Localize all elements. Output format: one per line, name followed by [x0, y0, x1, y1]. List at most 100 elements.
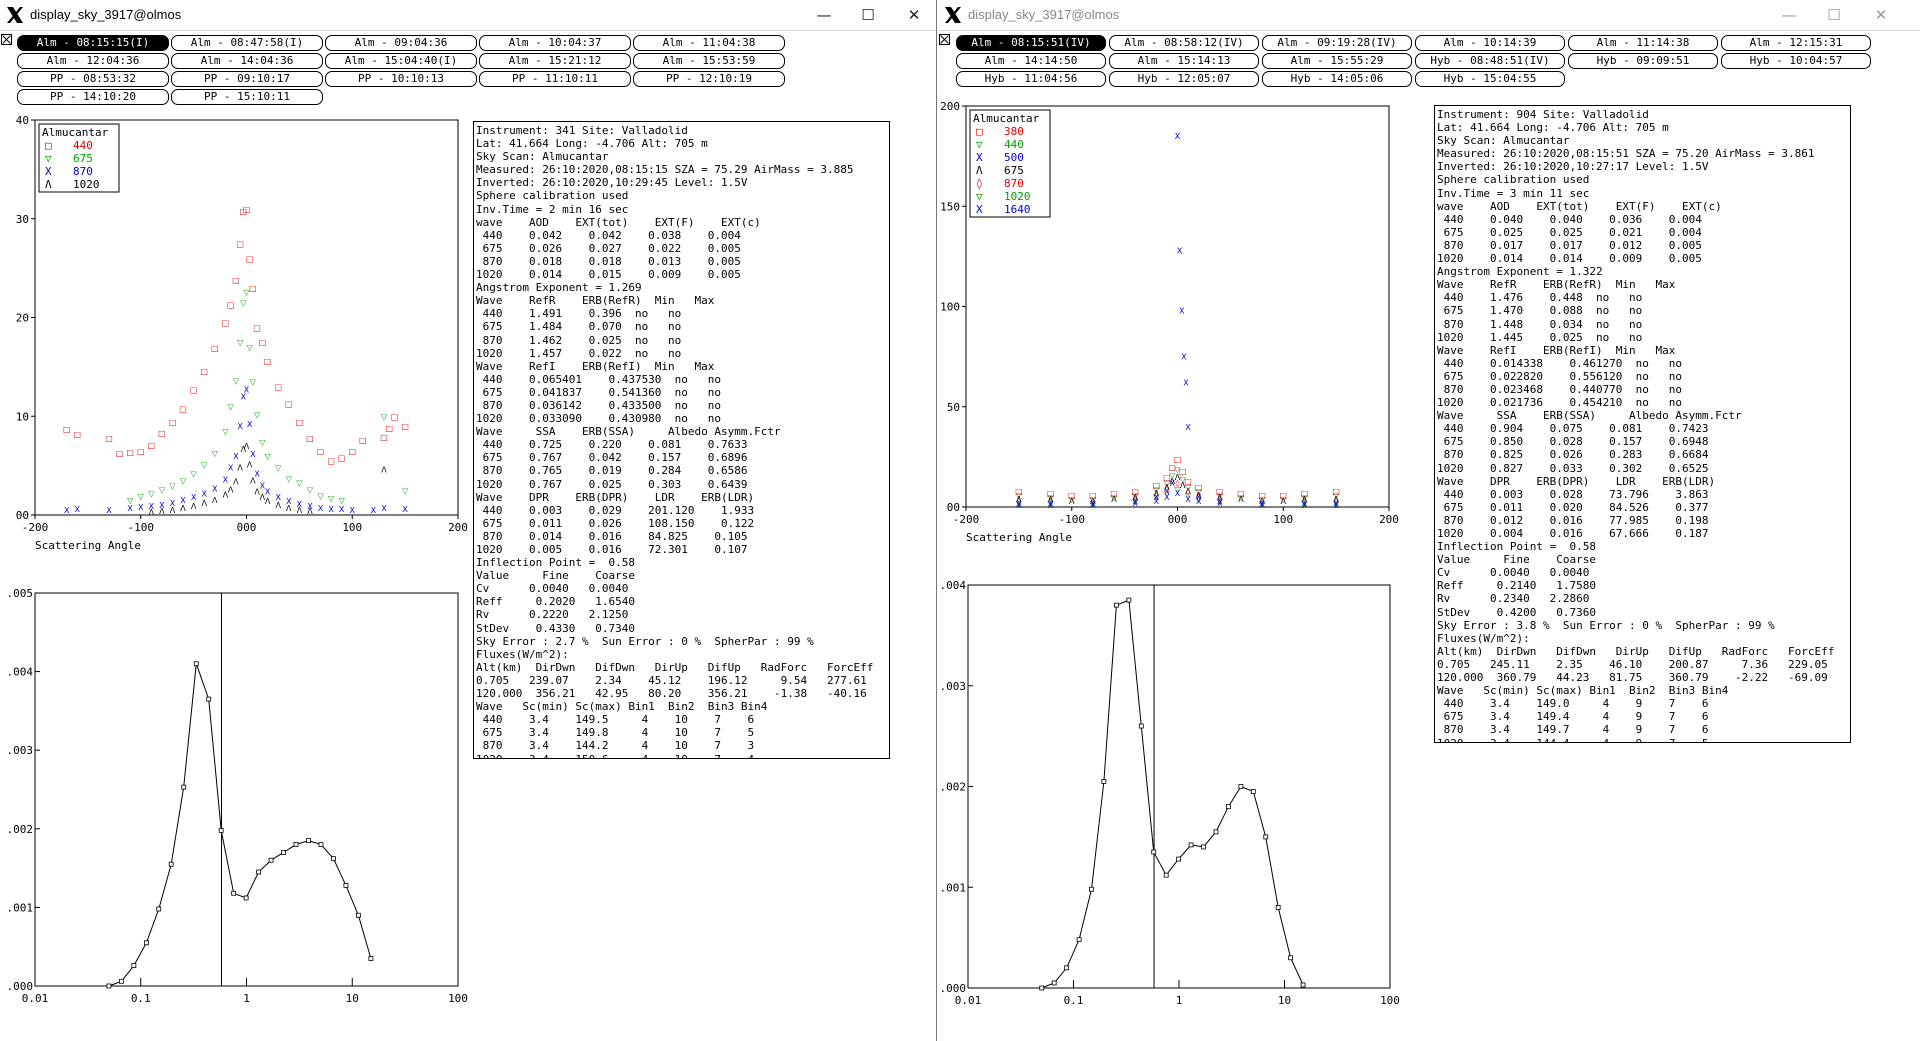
scan-button[interactable]: PP - 11:10:11: [479, 71, 631, 87]
data-point: X: [1164, 487, 1170, 496]
scan-button[interactable]: Alm - 08:58:12(IV): [1109, 35, 1259, 51]
data-point: □: [1168, 463, 1176, 472]
scan-list: Alm - 08:15:15(I) Alm - 08:47:58(I) Alm - …: [17, 35, 785, 105]
window-title: display_sky_3917@olmos: [30, 7, 182, 22]
right-titlebar[interactable]: display_sky_3917@olmos — ☐ ✕: [938, 0, 1920, 31]
scan-button[interactable]: Alm - 14:04:36: [171, 53, 323, 69]
data-point: Λ: [201, 499, 207, 508]
info-line: 0.705 245.11 2.35 46.10 200.87 7.36 229.…: [1437, 657, 1828, 671]
data-point: X: [339, 505, 345, 514]
scan-button[interactable]: Hyb - 14:05:06: [1262, 71, 1412, 87]
scan-button[interactable]: Hyb - 12:05:07: [1109, 71, 1259, 87]
info-line: 870 1.462 0.025 no no: [476, 333, 682, 347]
scan-button[interactable]: PP - 15:10:11: [171, 89, 323, 105]
info-line: Inverted: 26:10:2020,10:27:17 Level: 1.5…: [1437, 160, 1709, 174]
size-plot-svg: 0.01 0.1 1 10 100 .004 .003 .002 .001 .000: [940, 579, 1400, 1007]
data-point: X: [1196, 497, 1202, 506]
scan-button[interactable]: Alm - 15:14:13: [1109, 53, 1259, 69]
data-point: X: [1217, 497, 1223, 506]
close-button[interactable]: ✕: [1874, 6, 1888, 24]
scan-button[interactable]: Hyb - 10:04:57: [1721, 53, 1871, 69]
data-point: Λ: [233, 477, 239, 486]
scan-button[interactable]: Alm - 10:14:39: [1415, 35, 1565, 51]
scan-button[interactable]: Alm - 09:19:28(IV): [1262, 35, 1412, 51]
data-point: ▽: [1217, 497, 1224, 506]
data-point: [193, 661, 199, 667]
x-tick-label: 200: [1379, 513, 1399, 526]
data-point: [306, 838, 311, 843]
close-icon[interactable]: [1, 34, 12, 45]
data-point: ▽: [159, 485, 166, 494]
info-line: Measured: 26:10:2020,08:15:51 SZA = 75.2…: [1437, 147, 1815, 161]
info-line: 440 0.003 0.028 73.796 3.863: [1437, 487, 1709, 501]
info-line: Wave DPR ERB(DPR) LDR ERB(LDR): [476, 490, 755, 504]
data-point: X: [170, 499, 176, 508]
data-point: ▽: [222, 427, 229, 436]
data-point: ▽: [127, 496, 134, 505]
scan-button[interactable]: Hyb - 15:04:55: [1415, 71, 1565, 87]
info-line: 870 0.825 0.026 0.283 0.6684: [1437, 448, 1709, 462]
scan-button[interactable]: Alm - 12:15:31: [1721, 35, 1871, 51]
scan-button[interactable]: PP - 10:10:13: [325, 71, 477, 87]
scan-button[interactable]: Alm - 10:04:37: [479, 35, 631, 51]
legend-symbol: X: [976, 203, 983, 216]
x-tick-label: -200: [22, 521, 49, 534]
info-line: Sky Error : 3.8 % Sun Error : 0 % SpherP…: [1437, 618, 1775, 632]
data-point: [131, 963, 137, 968]
minimize-button[interactable]: —: [816, 6, 832, 24]
maximize-button[interactable]: ☐: [861, 6, 875, 24]
info-line: Lat: 41.664 Long: -4.706 Alt: 705 m: [476, 137, 708, 151]
scan-button[interactable]: PP - 12:10:19: [633, 71, 785, 87]
data-point: [1288, 955, 1294, 961]
data-point: ▽: [1090, 499, 1097, 508]
data-point: X: [1302, 501, 1308, 510]
data-point: Λ: [260, 493, 266, 502]
maximize-button[interactable]: ☐: [1827, 6, 1841, 24]
scan-button[interactable]: PP - 08:53:32: [17, 71, 169, 87]
close-button[interactable]: ✕: [907, 6, 921, 24]
data-point: ▽: [265, 452, 272, 461]
data-point: Λ: [1169, 477, 1175, 486]
data-point: Λ: [1333, 495, 1339, 504]
info-line: 440 0.042 0.042 0.038 0.004: [476, 228, 741, 242]
scan-button[interactable]: PP - 09:10:17: [171, 71, 323, 87]
data-point: Λ: [237, 464, 243, 473]
scan-button[interactable]: Alm - 08:15:51(IV): [956, 35, 1106, 51]
scan-button[interactable]: Alm - 12:04:36: [17, 53, 169, 69]
info-line: Alt(km) DirDwn DifDwn DirUp DifUp RadFor…: [476, 660, 874, 674]
left-titlebar[interactable]: display_sky_3917@olmos — ☐ ✕: [0, 0, 936, 31]
x-tick-label: 0.1: [1064, 994, 1084, 1007]
scan-button[interactable]: Alm - 15:04:40(I): [325, 53, 477, 69]
x-tick-label: 1: [243, 992, 250, 1005]
scan-button[interactable]: Alm - 11:04:38: [633, 35, 785, 51]
x-tick-label: -100: [128, 521, 155, 534]
scan-button[interactable]: Alm - 15:21:12: [479, 53, 631, 69]
data-point: [1051, 980, 1057, 986]
data-point: □: [391, 412, 399, 421]
minimize-button[interactable]: —: [1781, 6, 1797, 24]
data-point: ▽: [237, 338, 244, 347]
scan-button[interactable]: Alm - 08:15:15(I): [17, 35, 169, 51]
scan-button[interactable]: Hyb - 08:48:51(IV): [1415, 53, 1565, 69]
scan-button[interactable]: Alm - 11:14:38: [1568, 35, 1718, 51]
scan-button[interactable]: Alm - 15:53:59: [633, 53, 785, 69]
data-point: □: [179, 404, 187, 413]
scan-button[interactable]: Hyb - 11:04:56: [956, 71, 1106, 87]
data-point: X: [1196, 493, 1202, 502]
legend-symbol: ▽: [976, 138, 983, 151]
y-tick-label: 200: [940, 100, 960, 113]
close-icon[interactable]: [939, 34, 950, 45]
info-line: Value Fine Coarse: [1437, 553, 1596, 567]
data-point: X: [241, 393, 247, 402]
data-point: ▽: [307, 485, 314, 494]
scan-button[interactable]: Alm - 09:04:36: [325, 35, 477, 51]
scan-button[interactable]: Hyb - 09:09:51: [1568, 53, 1718, 69]
scan-button[interactable]: Alm - 15:55:29: [1262, 53, 1412, 69]
scan-button[interactable]: PP - 14:10:20: [17, 89, 169, 105]
data-point: □: [259, 338, 267, 347]
scan-button[interactable]: Alm - 14:14:50: [956, 53, 1106, 69]
scan-button[interactable]: Alm - 08:47:58(I): [171, 35, 323, 51]
data-point: Λ: [307, 507, 313, 516]
data-point: X: [149, 502, 155, 511]
